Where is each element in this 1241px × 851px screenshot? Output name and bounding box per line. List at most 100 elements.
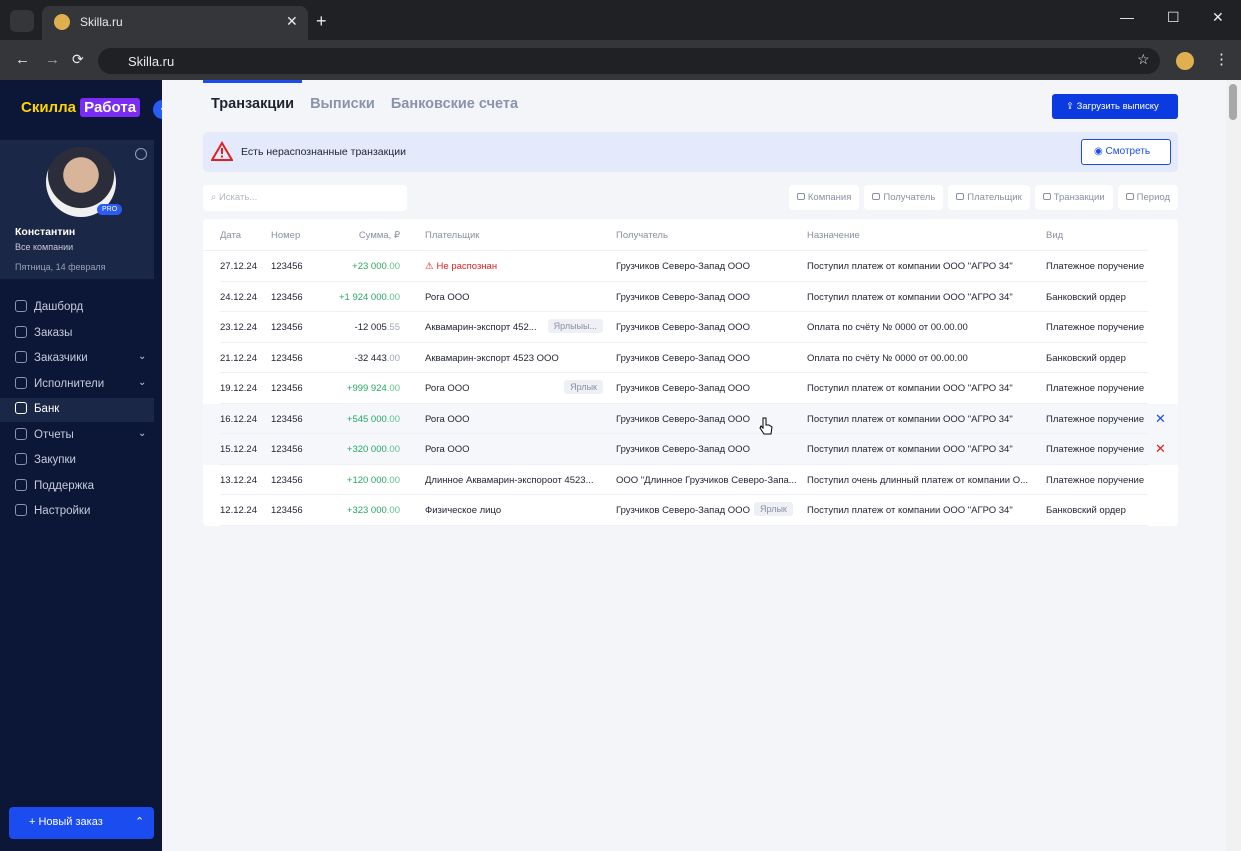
recipient: Грузчиков Северо-Запад ООО — [616, 383, 750, 394]
cursor — [759, 417, 773, 435]
new-order-button[interactable]: + Новый заказ ⌃ — [9, 807, 154, 839]
purpose: Поступил платеж от компании ООО "АГРО 34… — [807, 413, 1013, 425]
menu-icon — [15, 300, 27, 312]
menu-label: Заказчики — [34, 352, 88, 364]
payer: Рога ООО — [425, 383, 470, 394]
amount: +323 000.00 — [347, 505, 400, 516]
table-row[interactable]: 27.12.24 123456 +23 000.00 ⚠ Не распознан Гру… — [203, 251, 1178, 282]
sidebar: Скилла Работа ‹ PRO Константин Все компа… — [0, 80, 172, 851]
filter-label: Транзакции — [1053, 192, 1105, 203]
browser-tab[interactable]: Skilla.ru ✕ — [42, 6, 308, 40]
menu-label: Поддержка — [34, 479, 94, 492]
active-tab-indicator — [203, 80, 302, 83]
profile-icon[interactable] — [1176, 52, 1194, 70]
amount-integer: -32 443 — [354, 352, 387, 364]
payer-unrecognized: ⚠ Не распознан — [425, 261, 497, 272]
table-row[interactable]: 23.12.24 123456 -12 005.55 Аквамарин-экспор… — [203, 312, 1178, 343]
filter-button[interactable]: Транзакции — [1034, 185, 1113, 210]
payer: Физическое лицо — [425, 505, 502, 516]
menu-item[interactable]: Исполнители ⌄ — [0, 373, 154, 397]
scrollbar — [1226, 80, 1241, 851]
logo-part1: Скилла — [21, 99, 76, 116]
date: 15.12.24 — [220, 444, 257, 455]
date: 13.12.24 — [220, 474, 257, 486]
amount-fraction: .00 — [386, 505, 400, 516]
table-row[interactable]: 24.12.24 123456 +1 924 000.00 Рога ООО Грузч… — [203, 282, 1178, 312]
tab-menu[interactable] — [10, 10, 34, 32]
purpose: Поступил очень длинный платеж от компани… — [807, 474, 1029, 486]
search-field[interactable]: ⌕ Искать... — [203, 185, 407, 211]
filter-icon — [1042, 193, 1051, 200]
row-divider — [220, 372, 1148, 373]
amount: +23 000.00 — [352, 261, 400, 272]
table-row[interactable]: 13.12.24 123456 +120 000.00 Длинное Аквамар… — [203, 465, 1178, 495]
back[interactable]: ← — [15, 51, 30, 68]
maximize[interactable]: ☐ — [1167, 9, 1180, 25]
filter-button[interactable]: Плательщик — [948, 185, 1030, 210]
amount-integer: -12 005 — [354, 322, 387, 333]
amount: -12 005.55 — [355, 322, 400, 333]
date: 21.12.24 — [220, 352, 257, 364]
reload[interactable]: ⟳ — [72, 51, 84, 67]
tab[interactable]: Выписки — [310, 96, 375, 112]
purpose: Поступил платеж от компании ООО "АГРО 34… — [807, 291, 1013, 303]
kind: Платежное поручение — [1046, 444, 1145, 455]
new-order-expand[interactable]: ⌃ — [135, 816, 145, 828]
menu-item[interactable]: Отчеты ⌄ — [0, 424, 154, 448]
amount-fraction: .00 — [386, 444, 400, 455]
transactions-table: Дата Номер Сумма, ₽ Плательщик Получатель Наз… — [203, 219, 1178, 526]
payer-tag: Ярлык — [564, 380, 603, 394]
close-tab[interactable]: ✕ — [286, 13, 298, 29]
amount-integer: +999 924 — [346, 383, 387, 394]
filter-button[interactable]: Компания — [788, 185, 860, 210]
menu-icon — [15, 402, 27, 414]
profile-settings[interactable] — [135, 148, 147, 160]
payer: Аквамарин-экспорт 4523 ООО — [425, 352, 559, 364]
menu-item[interactable]: Закупки — [0, 449, 154, 473]
new-tab[interactable]: + — [316, 11, 327, 31]
menu-item[interactable]: Дашборд — [0, 296, 154, 320]
tab[interactable]: Транзакции — [211, 96, 295, 112]
date: 23.12.24 — [220, 322, 257, 333]
browser-menu[interactable]: ⋮ — [1214, 51, 1229, 68]
tab[interactable]: Банковские счета — [390, 96, 519, 112]
menu-item[interactable]: Поддержка — [0, 475, 154, 499]
filter-button[interactable]: Период — [1117, 185, 1178, 210]
minimize[interactable]: — — [1120, 9, 1134, 25]
table-row[interactable]: 15.12.24 123456 +320 000.00 Рога ООО Грузчик… — [203, 434, 1178, 465]
table-row[interactable]: 19.12.24 123456 +999 924.00 Рога ООО Ярлык Гр… — [203, 373, 1178, 404]
table-row[interactable]: 12.12.24 123456 +323 000.00 Физическое лицо… — [203, 495, 1178, 526]
column-header: Плательщик — [425, 230, 480, 241]
upload-button[interactable]: ⇪ Загрузить выписку — [1052, 94, 1178, 119]
menu-item[interactable]: Заказы — [0, 322, 154, 346]
date: 24.12.24 — [220, 291, 257, 303]
menu-item[interactable]: Банк — [0, 398, 154, 422]
recipient: ООО "Длинное Грузчиков Северо-Запа... — [616, 474, 797, 486]
kind: Платежное поручение — [1046, 261, 1145, 272]
number: 123456 — [271, 352, 303, 364]
header-divider — [203, 250, 1148, 251]
number: 123456 — [271, 383, 303, 394]
payer: Аквамарин-экспорт 452... — [425, 322, 537, 333]
filter-button[interactable]: Получатель — [864, 185, 944, 210]
tabs: Транзакции Выписки Банковские счета — [211, 96, 518, 112]
url-field[interactable]: Skilla.ru — [98, 48, 1160, 74]
bookmark[interactable]: ☆ — [1137, 51, 1150, 67]
close-window[interactable]: ✕ — [1212, 9, 1224, 25]
row-divider — [220, 463, 1148, 465]
table-row[interactable]: 21.12.24 123456 -32 443.00 Аквамарин-экспор… — [203, 343, 1178, 373]
filter-icon — [796, 193, 805, 200]
row-delete[interactable]: ✕ — [1155, 441, 1166, 456]
amount-fraction: .00 — [386, 261, 400, 272]
view-button[interactable]: ◉ Смотреть — [1081, 139, 1171, 165]
menu-item[interactable]: Заказчики ⌄ — [0, 347, 154, 371]
table-row[interactable]: 16.12.24 123456 +545 000.00 Рога ООО Грузчик… — [203, 403, 1178, 434]
payer-tag: Ярлыыы... — [547, 319, 603, 333]
menu-item[interactable]: Настройки — [0, 500, 154, 524]
menu-chevron: ⌄ — [138, 376, 147, 388]
row-delete[interactable]: ✕ — [1155, 410, 1166, 426]
forward[interactable]: → — [45, 51, 60, 68]
filter-label: Плательщик — [967, 192, 1022, 203]
number: 123456 — [271, 474, 303, 486]
